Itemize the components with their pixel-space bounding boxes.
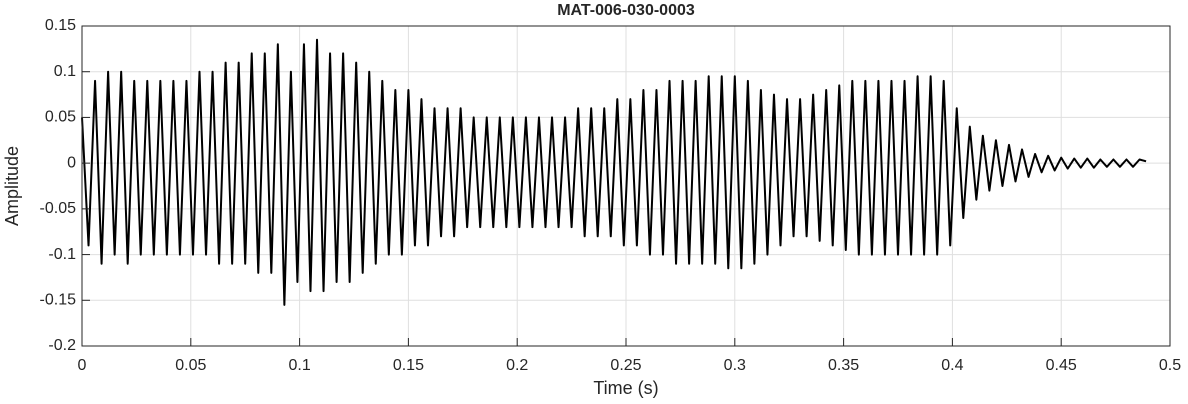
y-tick-label: 0.05 xyxy=(45,109,76,126)
plot xyxy=(81,38,1147,306)
x-tick-label: 0.35 xyxy=(828,357,859,374)
chart-title: MAT-006-030-0003 xyxy=(557,2,695,19)
y-tick-label: -0.05 xyxy=(40,200,77,217)
y-tick-label: -0.2 xyxy=(48,337,76,354)
ticks: 0 0.05 0.1 0.15 0.2 0.25 0.3 0.35 0.4 0.45 0.5 -0.2… xyxy=(40,17,1182,374)
y-tick-label: -0.1 xyxy=(48,246,76,263)
x-tick-label: 0 xyxy=(78,357,87,374)
x-axis-label: Time (s) xyxy=(593,378,658,398)
x-tick-label: 0.05 xyxy=(175,357,206,374)
x-tick-label: 0.5 xyxy=(1159,357,1181,374)
y-tick-label: 0 xyxy=(67,154,76,171)
x-tick-label: 0.2 xyxy=(506,357,528,374)
y-tick-label: 0.15 xyxy=(45,17,76,34)
y-tick-label: -0.15 xyxy=(40,292,77,309)
x-tick-label: 0.25 xyxy=(610,357,641,374)
x-tick-label: 0.4 xyxy=(941,357,963,374)
x-tick-label: 0.15 xyxy=(393,357,424,374)
y-axis-label: Amplitude xyxy=(2,146,22,226)
waveform-line xyxy=(81,38,1147,306)
y-tick-label: 0.1 xyxy=(54,63,76,80)
x-tick-label: 0.45 xyxy=(1046,357,1077,374)
x-tick-label: 0.1 xyxy=(288,357,310,374)
x-tick-label: 0.3 xyxy=(724,357,746,374)
